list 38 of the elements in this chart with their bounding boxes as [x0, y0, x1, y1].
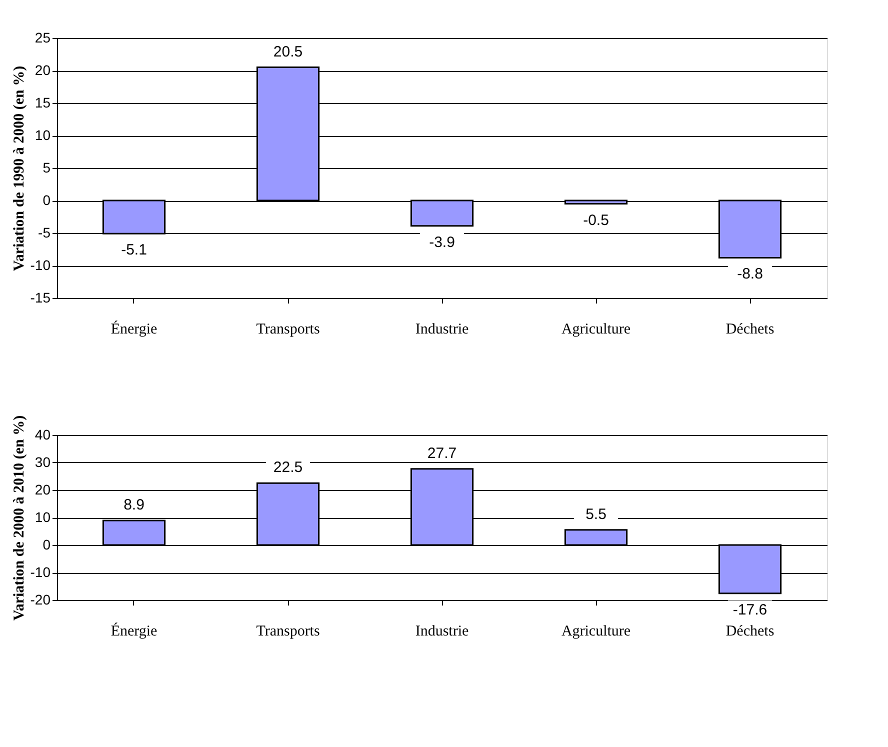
- y-tick-label: -10: [30, 564, 51, 580]
- y-tick-label: 10: [34, 509, 51, 525]
- data-label: -17.6: [732, 601, 768, 618]
- y-tick-label: 0: [42, 536, 51, 552]
- x-tick-label: Transports: [256, 322, 320, 338]
- data-label: 5.5: [586, 506, 606, 523]
- data-label: 8.9: [124, 496, 144, 514]
- x-tick-label: Industrie: [415, 322, 469, 338]
- y-tick-label: 20: [34, 62, 51, 78]
- y-tick-label: 0: [42, 192, 51, 208]
- x-tick-label: Déchets: [726, 624, 774, 640]
- x-tick-label: Agriculture: [561, 322, 631, 338]
- y-axis-title: Variation de 2000 à 2010 (en %): [11, 415, 28, 621]
- data-label: 22.5: [273, 459, 303, 476]
- x-tick-label: Énergie: [110, 320, 158, 338]
- y-tick-label: -10: [30, 257, 51, 273]
- x-tick-label: Déchets: [726, 322, 774, 338]
- y-axis-title: Variation de 1990 à 2000 (en %): [11, 66, 28, 272]
- data-label: -8.8: [737, 266, 763, 283]
- x-tick-label: Industrie: [415, 624, 469, 640]
- y-tick-label: -15: [30, 290, 51, 306]
- data-label: -5.1: [121, 242, 147, 259]
- data-label: 20.5: [273, 43, 303, 60]
- y-tick-label: -20: [30, 592, 51, 608]
- data-label: 27.7: [427, 444, 457, 462]
- x-tick-label: Transports: [256, 624, 320, 640]
- y-tick-label: 40: [34, 426, 51, 442]
- y-tick-label: 5: [42, 160, 51, 176]
- data-label: -0.5: [583, 212, 609, 229]
- x-tick-label: Énergie: [110, 622, 158, 640]
- y-tick-label: 15: [34, 94, 51, 110]
- y-tick-label: 10: [34, 127, 51, 143]
- x-tick-label: Agriculture: [561, 624, 631, 640]
- y-tick-label: 20: [34, 482, 51, 498]
- y-tick-label: 25: [34, 30, 51, 46]
- y-tick-label: -5: [38, 224, 51, 240]
- y-tick-label: 30: [34, 454, 51, 470]
- data-label: -3.9: [429, 234, 455, 251]
